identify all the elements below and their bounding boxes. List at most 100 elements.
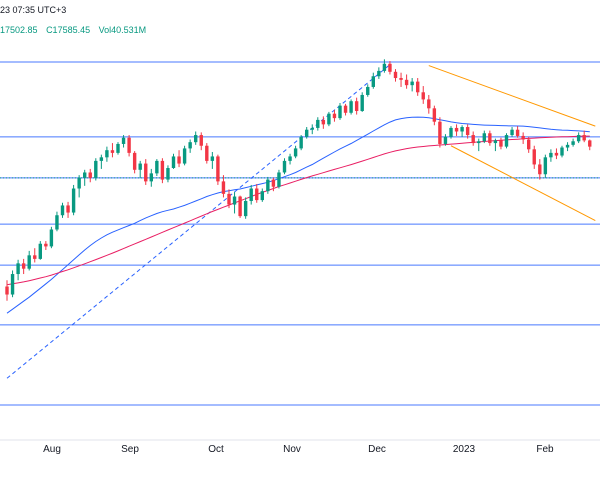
candle-63: [354, 97, 359, 115]
candle-94: [527, 136, 531, 153]
candle-98: [549, 149, 553, 162]
candle-body: [232, 196, 237, 205]
candle-80: [449, 126, 453, 139]
candle-body: [5, 286, 9, 295]
candles: [5, 59, 592, 301]
candle-body: [416, 81, 420, 93]
candle-90: [504, 133, 509, 149]
candle-body: [554, 152, 559, 156]
candle-body: [327, 113, 331, 125]
candle-body: [543, 157, 548, 175]
candle-body: [477, 141, 481, 144]
x-tick-dec: Dec: [368, 444, 386, 455]
candle-body: [199, 135, 203, 146]
candle-body: [366, 86, 370, 95]
candle-84: [471, 131, 475, 146]
candle-body: [271, 179, 276, 187]
candle-body: [510, 129, 514, 136]
candle-85: [477, 138, 481, 152]
candle-105: [588, 139, 592, 151]
candle-15: [88, 168, 92, 183]
candle-body: [16, 263, 20, 275]
channel-lower-line: [450, 145, 596, 222]
candle-99: [554, 148, 559, 160]
candle-body: [465, 127, 470, 136]
candle-42: [238, 195, 242, 218]
candle-body: [71, 188, 76, 213]
candle-body: [33, 255, 37, 259]
candle-body: [438, 121, 442, 144]
x-tick-2023: 2023: [453, 444, 476, 455]
candle-body: [210, 156, 215, 161]
candle-22: [127, 135, 131, 157]
x-tick-feb: Feb: [536, 444, 554, 455]
candle-16: [94, 158, 98, 181]
candle-101: [565, 142, 570, 152]
candle-body: [88, 172, 92, 178]
candle-20: [116, 142, 120, 155]
candle-79: [443, 134, 448, 146]
candle-19: [110, 143, 115, 158]
candle-75: [421, 86, 425, 104]
candle-body: [410, 81, 414, 86]
candle-body: [488, 133, 492, 144]
candle-45: [255, 184, 259, 203]
candle-body: [427, 99, 431, 109]
candle-96: [538, 159, 542, 180]
x-tick-oct: Oct: [208, 444, 224, 455]
candle-30: [171, 153, 176, 169]
candle-13: [77, 175, 81, 198]
candle-74: [416, 78, 420, 96]
candle-97: [543, 154, 548, 178]
candle-body: [144, 163, 148, 182]
candle-102: [571, 138, 575, 147]
legend-volume: Vol40.531M: [98, 25, 147, 35]
candle-34: [194, 131, 198, 145]
candle-6: [38, 241, 42, 260]
candle-body: [388, 63, 392, 72]
candle-body: [432, 108, 437, 122]
legend-time: 23 07:35 UTC+3: [0, 5, 67, 15]
candle-body: [449, 127, 453, 137]
candle-body: [360, 94, 364, 111]
candle-92: [515, 126, 520, 138]
candle-body: [582, 135, 586, 141]
candle-49: [277, 169, 281, 189]
candle-body: [243, 200, 248, 217]
candle-body: [99, 157, 104, 161]
candle-body: [260, 191, 264, 201]
candle-66: [371, 72, 375, 89]
legend-ohlc: 17502.85 C17585.45 Vol40.531M: [0, 25, 152, 35]
candle-body: [194, 135, 198, 143]
candle-89: [499, 137, 503, 150]
candle-body: [332, 113, 337, 119]
candle-body: [227, 193, 231, 205]
candle-67: [377, 67, 381, 79]
candle-body: [205, 145, 209, 161]
candle-body: [471, 135, 475, 144]
candle-64: [360, 92, 364, 112]
candle-59: [332, 110, 337, 122]
candle-body: [266, 179, 270, 192]
candle-50: [282, 158, 287, 175]
rising-trendline: [6, 64, 391, 379]
candle-32: [182, 145, 187, 166]
candle-8: [49, 226, 54, 249]
candle-37: [210, 151, 215, 169]
candle-body: [77, 177, 81, 189]
candle-body: [121, 137, 126, 144]
candle-12: [71, 184, 76, 216]
candle-9: [55, 211, 59, 232]
sma-slow-line: [6, 135, 590, 286]
candle-27: [155, 159, 159, 177]
x-axis: Aug Sep Oct Nov Dec 2023 Feb: [43, 444, 554, 455]
candle-35: [199, 132, 203, 151]
x-tick-nov: Nov: [283, 444, 301, 455]
candle-body: [182, 148, 187, 164]
candle-23: [132, 151, 137, 174]
candle-body: [338, 105, 342, 119]
candle-3: [21, 258, 26, 275]
candle-18: [105, 146, 109, 162]
candle-body: [166, 168, 170, 180]
